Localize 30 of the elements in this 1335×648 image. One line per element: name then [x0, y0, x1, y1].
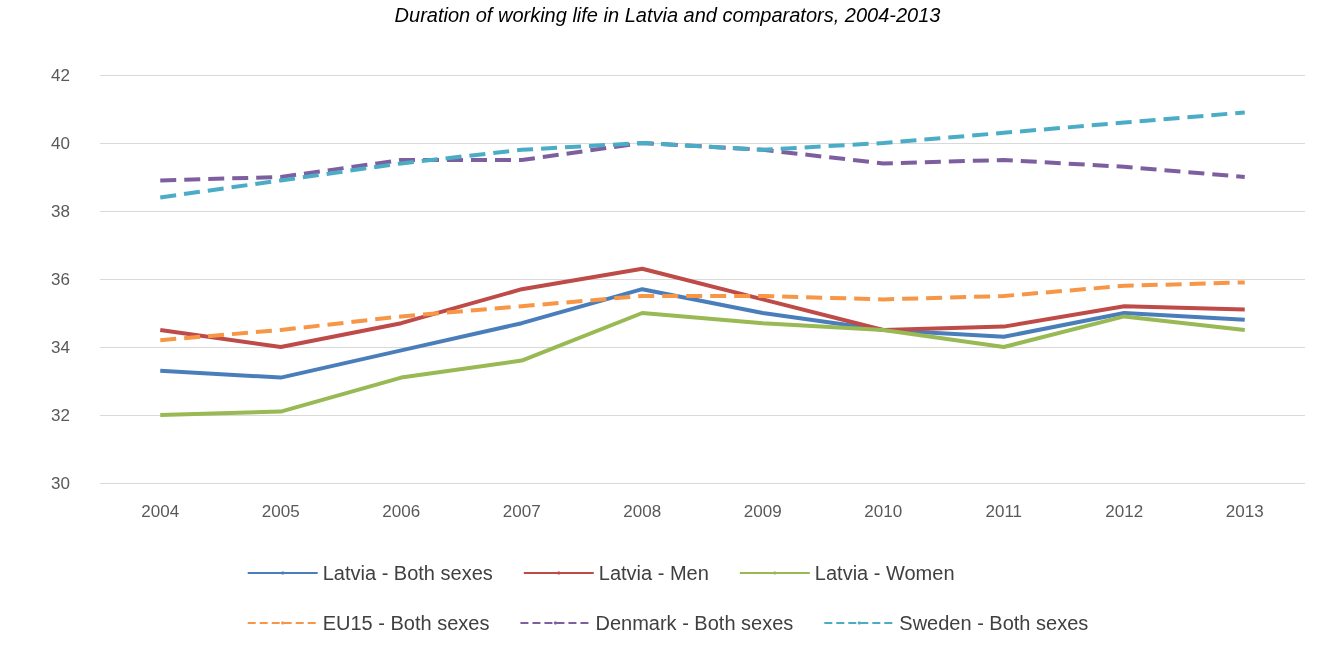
x-tick-label: 2007 [502, 502, 541, 521]
x-tick-label: 2008 [623, 502, 662, 521]
x-tick-label: 2011 [985, 502, 1023, 521]
line-series [158, 311, 1247, 417]
line-series [158, 141, 1247, 183]
y-tick-label: 32 [51, 405, 70, 425]
x-tick-label: 2012 [1105, 502, 1144, 521]
line-series [158, 266, 1247, 349]
y-tick-label: 30 [51, 473, 70, 493]
x-tick-label: 2005 [261, 502, 300, 521]
x-tick-label: 2009 [743, 502, 782, 521]
line-series [158, 280, 1247, 343]
legend-label: Latvia - Women [814, 562, 955, 584]
legend-label: Denmark - Both sexes [595, 612, 794, 634]
legend-label: Sweden - Both sexes [899, 612, 1089, 634]
x-tick-label: 2006 [382, 502, 421, 521]
x-tick-label: 2013 [1225, 502, 1264, 521]
x-tick-label: 2004 [141, 502, 180, 521]
chart-title: Duration of working life in Latvia and comparators, 2004-2013 [394, 4, 941, 26]
legend-label: Latvia - Both sexes [322, 562, 493, 584]
y-tick-label: 34 [51, 337, 70, 357]
legend-label: Latvia - Men [598, 562, 709, 584]
line-series [158, 287, 1247, 380]
legend-label: EU15 - Both sexes [322, 612, 490, 634]
y-tick-label: 36 [51, 269, 70, 289]
y-tick-label: 42 [51, 65, 70, 85]
x-tick-label: 2010 [864, 502, 903, 521]
line-series [158, 110, 1247, 200]
y-tick-label: 38 [51, 201, 70, 221]
y-tick-label: 40 [51, 133, 70, 153]
